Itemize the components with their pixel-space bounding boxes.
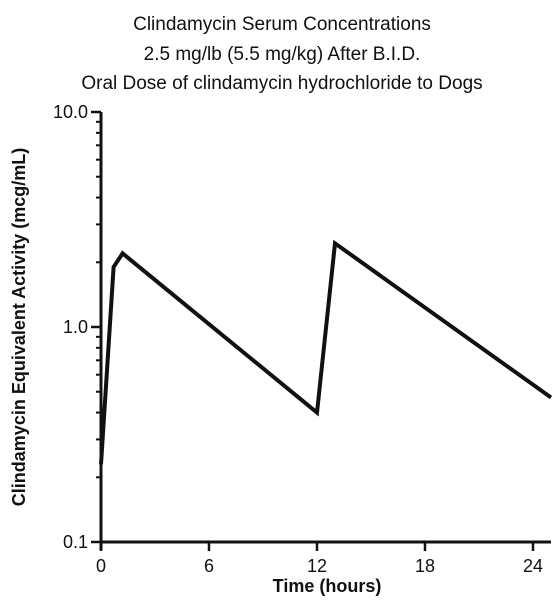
series-line-0	[99, 239, 553, 465]
x-tick-label: 6	[204, 556, 214, 576]
chart-title-line-3: Oral Dose of clindamycin hydrochloride t…	[81, 73, 482, 94]
plot-layer	[99, 239, 553, 465]
chart-title-line-2: 2.5 mg/lb (5.5 mg/kg) After B.I.D.	[144, 44, 421, 65]
y-tick-label: 10.0	[53, 102, 88, 122]
x-tick-label: 0	[96, 556, 106, 576]
y-axis-label: Clindamycin Equivalent Activity (mcg/mL)	[9, 148, 29, 506]
x-tick-label: 18	[415, 556, 435, 576]
x-tick-label: 12	[307, 556, 327, 576]
x-tick-label: 24	[523, 556, 543, 576]
x-axis-label: Time (hours)	[273, 576, 382, 596]
tick-layer: 0.1 1.0 10.0 0 6 12 18 24	[53, 102, 543, 576]
y-tick-label: 1.0	[63, 317, 88, 337]
y-tick-label: 0.1	[63, 532, 88, 552]
chart-title-line-1: Clindamycin Serum Concentrations	[133, 14, 431, 35]
